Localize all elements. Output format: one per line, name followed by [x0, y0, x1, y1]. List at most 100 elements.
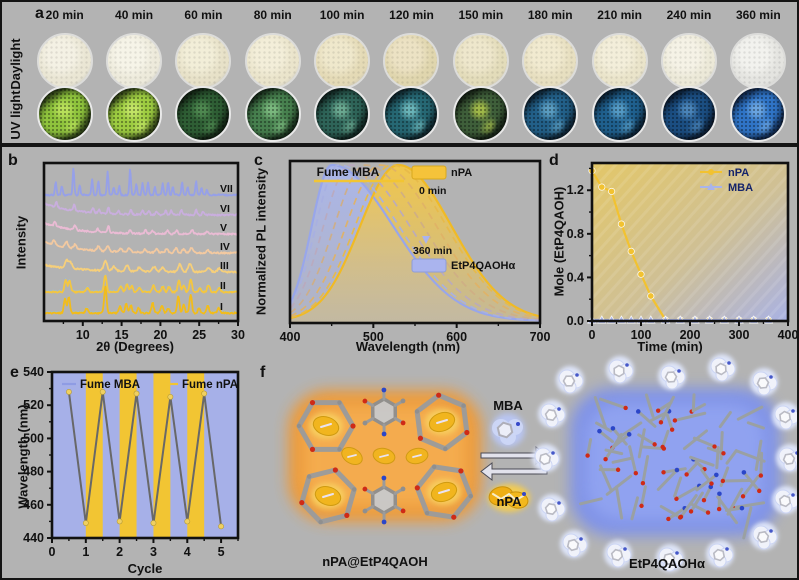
daylight-photo	[175, 33, 232, 89]
pl-spectra-chart: 400 500 600 700 Fume MBA nPA 0 min 360 min EtP4Q…	[280, 159, 551, 344]
sample-column: 20 min	[30, 2, 99, 143]
time-label: 120 min	[389, 8, 434, 22]
mba-satellite-molecule	[750, 368, 778, 396]
daylight-photo	[660, 33, 717, 89]
uv-photo	[106, 86, 163, 142]
uv-photo	[660, 86, 717, 142]
svg-text:nPA: nPA	[728, 167, 749, 179]
sample-column: 150 min	[446, 2, 515, 143]
svg-text:Fume nPA: Fume nPA	[182, 379, 238, 391]
pl-ylabel: Normalized PL intensity	[253, 167, 269, 316]
daylight-photo	[730, 33, 787, 89]
svg-text:200: 200	[680, 328, 701, 342]
mba-satellite-molecule	[708, 354, 736, 382]
xrd-ylabel: Intensity	[13, 215, 29, 270]
svg-text:MBA: MBA	[728, 182, 753, 194]
uv-photo	[314, 86, 371, 142]
panel-c-label: c	[254, 152, 263, 169]
time-label: 20 min	[45, 8, 84, 22]
daylight-photo	[452, 33, 509, 89]
daylight-photo	[591, 33, 648, 89]
svg-text:20: 20	[153, 328, 167, 342]
svg-text:0.4: 0.4	[567, 270, 584, 284]
time-label: 60 min	[184, 8, 223, 22]
mba-satellite-molecule	[772, 486, 797, 514]
mba-satellite-molecule	[532, 444, 560, 472]
panel-divider	[2, 143, 797, 147]
svg-text:0: 0	[49, 545, 56, 559]
mba-satellite-molecule	[560, 530, 588, 558]
svg-text:440: 440	[23, 531, 44, 545]
mba-satellite-molecule	[656, 544, 684, 572]
mole-ylabel: Mole (EtP4QAOH)	[551, 186, 567, 297]
mba-molecule-label: MBA	[493, 398, 523, 413]
pl-xlabel: Wavelength (nm)	[355, 339, 461, 354]
svg-text:nPA: nPA	[451, 167, 472, 179]
mba-satellite-molecule	[658, 362, 686, 390]
sample-column: 100 min	[307, 2, 376, 143]
svg-text:VII: VII	[220, 183, 233, 195]
svg-text:25: 25	[192, 328, 206, 342]
xrd-xlabel: 2θ (Degrees)	[96, 339, 174, 354]
svg-text:15: 15	[115, 328, 129, 342]
cycle-ylabel: Wavelength (nm)	[15, 404, 31, 509]
svg-text:1.2: 1.2	[567, 183, 584, 197]
row-label-uvlight: UV light	[8, 90, 23, 140]
sample-photo-grid: 20 min 40 min 60 min 80 min 100 min 120 min 15…	[30, 2, 793, 143]
svg-text:700: 700	[530, 330, 551, 344]
npa-complex-structure	[288, 387, 482, 525]
svg-text:III: III	[220, 260, 229, 272]
panel-d-label: d	[549, 152, 559, 169]
npa-molecule-label: nPA	[496, 494, 522, 509]
time-label: 150 min	[458, 8, 504, 22]
svg-text:0 min: 0 min	[419, 185, 446, 197]
mba-satellite-molecule	[706, 540, 734, 568]
uv-photo	[244, 86, 301, 142]
svg-text:360 min: 360 min	[413, 245, 452, 257]
svg-text:520: 520	[23, 398, 44, 412]
uv-photo	[591, 86, 648, 142]
svg-text:30: 30	[231, 328, 245, 342]
cycle-xlabel: Cycle	[127, 561, 163, 576]
mba-satellite-molecule	[750, 522, 778, 550]
svg-text:1: 1	[82, 545, 89, 559]
svg-text:5: 5	[218, 545, 225, 559]
right-complex-label: EtP4QAOHα	[629, 556, 705, 571]
mba-satellite-molecule	[776, 444, 797, 472]
panel-b-label: b	[8, 152, 18, 169]
uv-photo	[730, 86, 787, 142]
uv-photo	[36, 86, 93, 142]
panel-a-label: a	[35, 5, 44, 22]
mole-time-chart: 0 100 200 300 400 0.0 0.4 0.8 1.2 nPA MBA	[567, 161, 797, 342]
daylight-photo	[106, 33, 163, 89]
svg-text:II: II	[220, 280, 226, 292]
sample-column: 180 min	[516, 2, 585, 143]
daylight-photo	[522, 33, 579, 89]
sample-column: 120 min	[377, 2, 446, 143]
svg-text:I: I	[220, 301, 223, 313]
svg-text:VI: VI	[220, 203, 230, 215]
mba-satellite-molecule	[556, 366, 584, 394]
sample-column: 210 min	[585, 2, 654, 143]
panel-a: a Daylight UV light 20 min 40 min 60 min 80…	[2, 2, 797, 143]
time-label: 40 min	[115, 8, 154, 22]
sample-column: 240 min	[654, 2, 723, 143]
svg-text:100: 100	[631, 328, 652, 342]
svg-text:300: 300	[729, 328, 750, 342]
mba-satellite-molecule	[538, 494, 566, 522]
time-label: 360 min	[735, 8, 781, 22]
svg-text:3: 3	[150, 545, 157, 559]
panel-f-label: f	[260, 364, 266, 381]
svg-text:540: 540	[23, 365, 44, 379]
uv-photo	[383, 86, 440, 142]
mba-satellite-molecule	[538, 400, 566, 428]
uv-photo	[522, 86, 579, 142]
mba-satellite-molecule	[606, 356, 634, 384]
svg-text:460: 460	[23, 498, 44, 512]
time-label: 210 min	[597, 8, 642, 22]
uv-photo	[452, 86, 509, 142]
sample-column: 40 min	[99, 2, 168, 143]
mole-xlabel: Time (min)	[637, 339, 703, 354]
daylight-photo	[383, 33, 440, 89]
time-label: 80 min	[253, 8, 292, 22]
